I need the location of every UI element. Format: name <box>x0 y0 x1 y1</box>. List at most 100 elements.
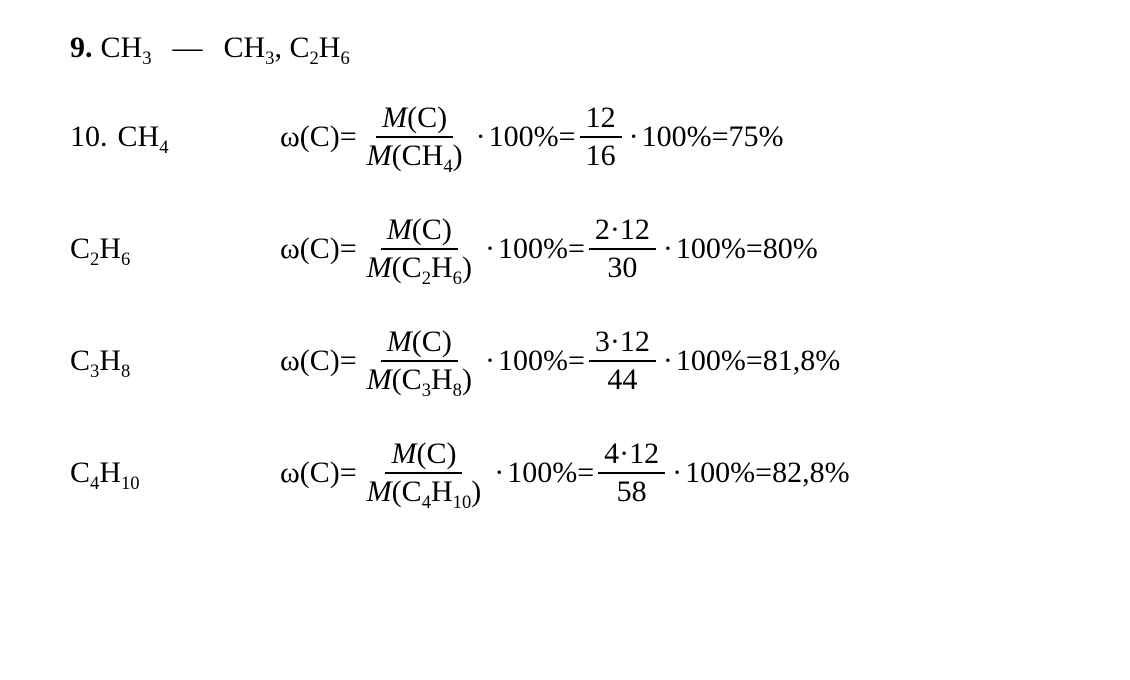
mult: · <box>473 119 489 155</box>
item-9: 9. CH3 — CH3, C2H6 <box>70 30 1080 66</box>
mult: · <box>482 343 498 379</box>
paren: ( <box>412 325 422 358</box>
fraction: 3·12 44 <box>589 324 656 398</box>
omega-label: ω(C) <box>280 455 340 491</box>
pct: 100% <box>642 119 712 155</box>
text: C <box>402 251 422 284</box>
eq: = <box>340 343 357 379</box>
result: 75% <box>729 119 784 155</box>
sub: 2 <box>309 48 318 69</box>
eq: = <box>577 455 594 491</box>
text: H <box>319 31 341 64</box>
text: H <box>99 232 121 265</box>
formula: C4H10 <box>70 455 140 491</box>
C: C <box>422 213 442 246</box>
numerator: 12 <box>580 100 622 138</box>
item-10-row-ch4: 10. CH4 ω(C) = M(C) M(CH4) · 100% = 1 <box>70 100 1080 174</box>
omega-label: ω(C) <box>280 119 340 155</box>
result: 81,8% <box>763 343 841 379</box>
eq: = <box>340 231 357 267</box>
equation: ω(C) = M(C) M(C3H8) · 100% = 3·12 44 · 1… <box>280 324 840 398</box>
numerator: 2·12 <box>589 212 656 250</box>
mult: · <box>626 119 642 155</box>
paren: ( <box>392 475 402 508</box>
eq: = <box>559 119 576 155</box>
eq: = <box>712 119 729 155</box>
eq: = <box>340 119 357 155</box>
text: H <box>99 456 121 489</box>
pct: 100% <box>498 231 568 267</box>
pct: 100% <box>507 455 577 491</box>
item-9-number: 9. <box>70 30 93 66</box>
text: C <box>289 31 309 64</box>
sub: 4 <box>90 473 99 494</box>
paren: ( <box>392 363 402 396</box>
sub: 2 <box>90 249 99 270</box>
M: M <box>391 437 416 470</box>
M: M <box>387 213 412 246</box>
paren: ) <box>471 475 481 508</box>
sub: 4 <box>422 492 431 513</box>
sub: 6 <box>340 48 349 69</box>
eq: = <box>568 343 585 379</box>
M: M <box>382 101 407 134</box>
denominator: 58 <box>611 474 653 510</box>
result: 82,8% <box>772 455 850 491</box>
paren: ( <box>412 213 422 246</box>
item-10-number: 10. <box>70 119 108 155</box>
numerator: M(C) <box>385 436 462 474</box>
text: C <box>402 475 422 508</box>
text: C <box>70 344 90 377</box>
formula: C2H6 <box>70 231 130 267</box>
C: C <box>426 437 446 470</box>
sub: 6 <box>453 268 462 289</box>
item-10-row-c4h10: C4H10 ω(C) = M(C) M(C4H10) · 100% = 4·12… <box>70 436 1080 510</box>
paren: ) <box>446 437 456 470</box>
sub: 6 <box>121 249 130 270</box>
equation: ω(C) = M(C) M(CH4) · 100% = 12 16 · 100%… <box>280 100 784 174</box>
sub: 8 <box>121 361 130 382</box>
denominator: 44 <box>601 362 643 398</box>
fraction: M(C) M(CH4) <box>361 100 469 174</box>
numerator: M(C) <box>376 100 453 138</box>
M: M <box>367 363 392 396</box>
denominator: M(C3H8) <box>361 362 478 398</box>
paren: ) <box>442 325 452 358</box>
mult: · <box>482 231 498 267</box>
pct: 100% <box>498 343 568 379</box>
numerator: M(C) <box>381 324 458 362</box>
row-label: 10. CH4 <box>70 119 240 155</box>
omega-label: ω(C) <box>280 343 340 379</box>
denominator: 30 <box>601 250 643 286</box>
denominator: 16 <box>580 138 622 174</box>
eq: = <box>746 343 763 379</box>
eq: = <box>746 231 763 267</box>
bond: — <box>172 31 202 64</box>
fraction: M(C) M(C2H6) <box>361 212 478 286</box>
fraction: M(C) M(C3H8) <box>361 324 478 398</box>
paren: ) <box>437 101 447 134</box>
equation: ω(C) = M(C) M(C2H6) · 100% = 2·12 30 · 1… <box>280 212 818 286</box>
paren: ( <box>392 251 402 284</box>
row-label: C4H10 <box>70 455 240 491</box>
sub: 2 <box>422 268 431 289</box>
text: H <box>431 475 453 508</box>
paren: ) <box>462 251 472 284</box>
eq: = <box>340 455 357 491</box>
sub: 10 <box>453 492 472 513</box>
fraction: M(C) M(C4H10) <box>361 436 488 510</box>
paren: ) <box>442 213 452 246</box>
row-label: C2H6 <box>70 231 240 267</box>
mult: · <box>491 455 507 491</box>
pct: 100% <box>676 343 746 379</box>
eq: = <box>755 455 772 491</box>
C: C <box>422 325 442 358</box>
formula: C3H8 <box>70 343 130 379</box>
page: 9. CH3 — CH3, C2H6 10. CH4 ω(C) = M(C) <box>0 0 1130 680</box>
sub: 4 <box>159 137 168 158</box>
M: M <box>387 325 412 358</box>
denominator: M(C4H10) <box>361 474 488 510</box>
mult: · <box>669 455 685 491</box>
M: M <box>367 475 392 508</box>
sub: 8 <box>453 380 462 401</box>
